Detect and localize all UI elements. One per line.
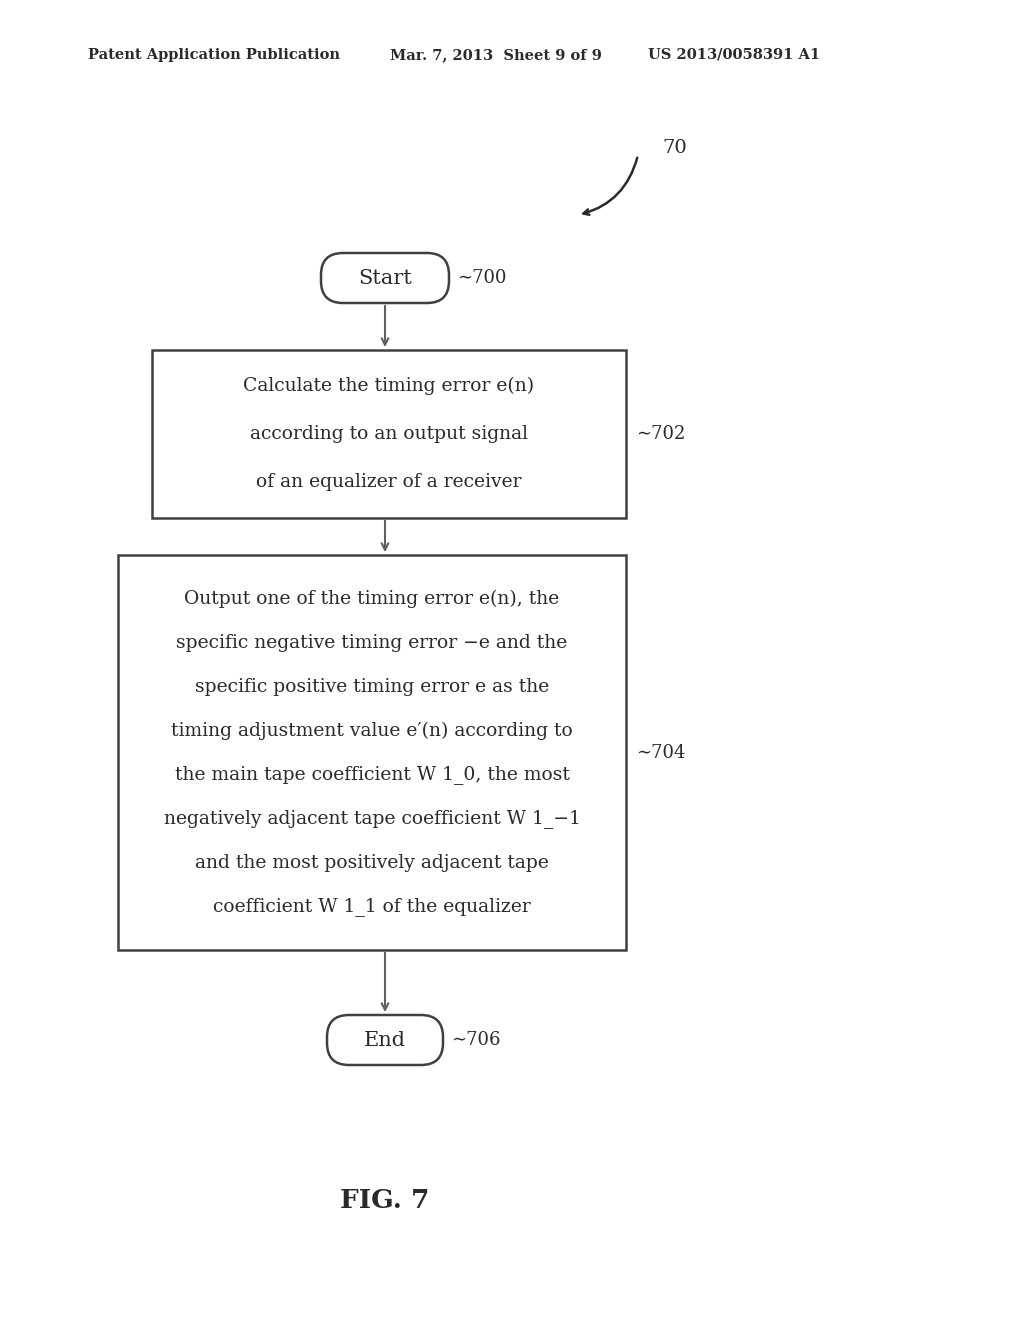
Text: of an equalizer of a receiver: of an equalizer of a receiver <box>256 473 522 491</box>
Text: specific positive timing error e as the: specific positive timing error e as the <box>195 677 549 696</box>
Text: and the most positively adjacent tape: and the most positively adjacent tape <box>195 854 549 871</box>
Text: specific negative timing error −e and the: specific negative timing error −e and th… <box>176 634 567 652</box>
FancyBboxPatch shape <box>118 554 626 950</box>
Text: the main tape coefficient W 1_0, the most: the main tape coefficient W 1_0, the mos… <box>174 766 569 784</box>
FancyBboxPatch shape <box>327 1015 443 1065</box>
Text: ∼700: ∼700 <box>457 269 507 286</box>
Text: Mar. 7, 2013  Sheet 9 of 9: Mar. 7, 2013 Sheet 9 of 9 <box>390 48 602 62</box>
Text: ∼706: ∼706 <box>451 1031 501 1049</box>
Text: End: End <box>364 1031 406 1049</box>
FancyBboxPatch shape <box>321 253 449 304</box>
Text: Calculate the timing error e(n): Calculate the timing error e(n) <box>244 378 535 395</box>
Text: Patent Application Publication: Patent Application Publication <box>88 48 340 62</box>
Text: according to an output signal: according to an output signal <box>250 425 528 444</box>
Text: US 2013/0058391 A1: US 2013/0058391 A1 <box>648 48 820 62</box>
Text: 70: 70 <box>662 139 687 157</box>
Text: negatively adjacent tape coefficient W 1_−1: negatively adjacent tape coefficient W 1… <box>164 809 581 828</box>
Text: timing adjustment value e′(n) according to: timing adjustment value e′(n) according … <box>171 721 572 739</box>
FancyBboxPatch shape <box>152 350 626 517</box>
Text: Output one of the timing error e(n), the: Output one of the timing error e(n), the <box>184 589 560 607</box>
Text: ∼702: ∼702 <box>636 425 685 444</box>
Text: FIG. 7: FIG. 7 <box>340 1188 430 1213</box>
Text: Start: Start <box>358 268 412 288</box>
Text: ∼704: ∼704 <box>636 743 685 762</box>
Text: coefficient W 1_1 of the equalizer: coefficient W 1_1 of the equalizer <box>213 898 530 916</box>
